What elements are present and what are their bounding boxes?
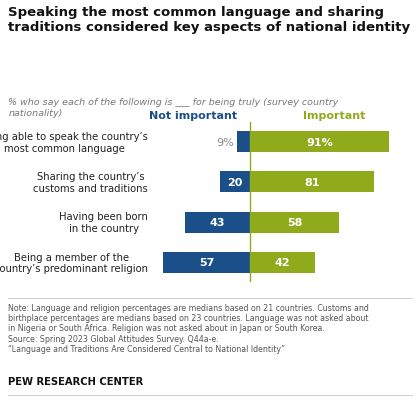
Bar	[220, 172, 250, 193]
Text: 57: 57	[199, 258, 215, 267]
Bar	[185, 212, 250, 233]
Text: 58: 58	[287, 218, 302, 227]
Bar	[250, 132, 389, 153]
Text: Speaking the most common language and sharing
traditions considered key aspects : Speaking the most common language and sh…	[8, 6, 410, 34]
Text: % who say each of the following is ___ for being truly (survey country
nationali: % who say each of the following is ___ f…	[8, 98, 339, 117]
Text: 9%: 9%	[217, 138, 234, 147]
Text: Having been born
in the country: Having been born in the country	[59, 212, 148, 233]
Text: Note: Language and religion percentages are medians based on 21 countries. Custo: Note: Language and religion percentages …	[8, 303, 369, 353]
Text: 43: 43	[210, 218, 226, 227]
Text: 20: 20	[228, 178, 243, 187]
Text: Being able to speak the country’s
most common language: Being able to speak the country’s most c…	[0, 132, 148, 153]
Bar	[250, 172, 374, 193]
Text: Not important: Not important	[149, 110, 237, 120]
Bar	[163, 252, 250, 273]
Text: 91%: 91%	[307, 138, 333, 147]
Text: Important: Important	[303, 110, 366, 120]
Text: 81: 81	[304, 178, 320, 187]
Text: 42: 42	[275, 258, 290, 267]
Text: Sharing the country’s
customs and traditions: Sharing the country’s customs and tradit…	[34, 172, 148, 193]
Text: Being a member of the
country’s predominant religion: Being a member of the country’s predomin…	[0, 252, 148, 273]
Bar	[250, 212, 339, 233]
Bar	[237, 132, 250, 153]
Bar	[250, 252, 315, 273]
Text: PEW RESEARCH CENTER: PEW RESEARCH CENTER	[8, 376, 144, 386]
